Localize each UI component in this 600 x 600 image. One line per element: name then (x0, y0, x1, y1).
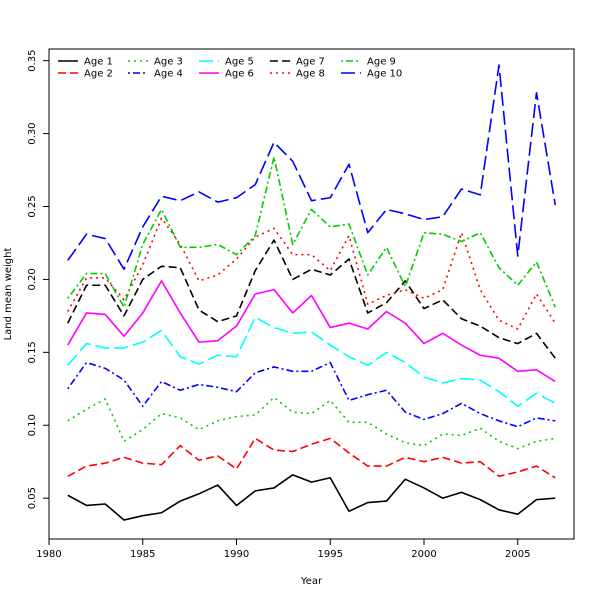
x-tick-label: 1990 (224, 549, 249, 560)
legend-label: Age 10 (367, 69, 402, 80)
legend-label: Age 3 (154, 57, 183, 68)
y-tick-label: 0.05 (27, 487, 38, 509)
legend-label: Age 5 (225, 57, 254, 68)
series-line-age-6 (67, 280, 556, 383)
series-line-age-2 (67, 437, 556, 479)
legend-label: Age 6 (225, 69, 254, 80)
series-line-age-3 (67, 396, 556, 450)
series-line-age-1 (67, 474, 556, 521)
legend-label: Age 1 (84, 57, 113, 68)
y-tick-label: 0.30 (27, 122, 38, 144)
y-tick-label: 0.25 (27, 195, 38, 217)
legend-label: Age 9 (367, 57, 396, 68)
series-line-age-10 (67, 64, 557, 271)
series-line-age-5 (67, 316, 556, 408)
x-tick-label: 1985 (130, 549, 155, 560)
y-tick-label: 0.10 (27, 414, 38, 436)
x-tick-label: 2005 (505, 549, 530, 560)
x-tick-label: 2000 (411, 549, 436, 560)
x-tick-label: 1980 (36, 549, 61, 560)
legend-label: Age 7 (296, 57, 325, 68)
series-line-age-4 (67, 361, 556, 428)
y-axis: 0.05 0.10 0.15 0.20 0.25 0.30 0.35 (27, 50, 49, 509)
series-line-age-7 (67, 239, 556, 359)
y-tick-label: 0.15 (27, 341, 38, 363)
legend-label: Age 4 (154, 69, 183, 80)
x-axis-label: Year (300, 576, 323, 587)
y-tick-label: 0.35 (27, 50, 38, 72)
y-axis-label: Land mean weight (3, 248, 14, 341)
x-axis: 1980 1985 1990 1995 2000 2005 (36, 539, 530, 560)
y-tick-label: 0.20 (27, 268, 38, 290)
legend-label: Age 2 (84, 69, 113, 80)
plot-frame (48, 48, 575, 540)
series-line-age-9 (67, 156, 556, 308)
x-tick-label: 1995 (318, 549, 343, 560)
series-layer (67, 64, 557, 521)
legend-label: Age 8 (296, 69, 325, 80)
